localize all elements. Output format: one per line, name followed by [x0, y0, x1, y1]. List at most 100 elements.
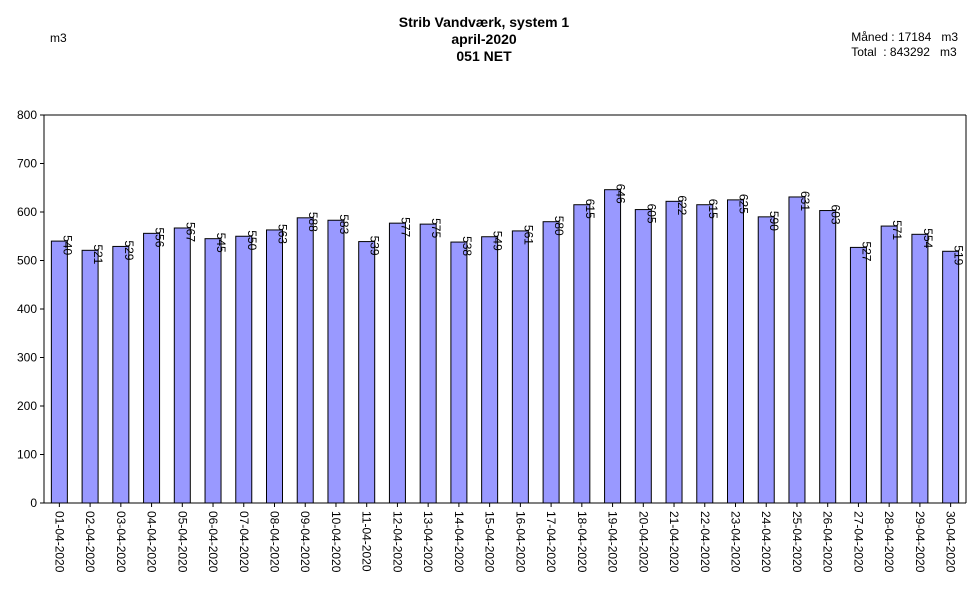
data-label: 540	[60, 235, 74, 255]
bar	[511, 230, 529, 504]
data-label: 605	[644, 204, 658, 224]
x-tick-label: 25-04-2020	[790, 511, 804, 573]
data-label: 563	[276, 224, 290, 244]
x-tick-label: 07-04-2020	[237, 511, 251, 573]
x-tick-label: 11-04-2020	[360, 511, 374, 572]
x-tick-label: 20-04-2020	[636, 511, 650, 573]
total-unit: m3	[939, 45, 957, 59]
data-label: 583	[337, 214, 351, 234]
total-label: Total	[851, 45, 877, 59]
title-line-2: april-2020	[451, 31, 517, 47]
bar	[358, 241, 376, 504]
bar	[327, 219, 345, 504]
y-tick-label: 300	[17, 351, 37, 365]
bar	[204, 238, 222, 504]
x-tick-label: 24-04-2020	[759, 511, 773, 573]
x-tick-label: 17-04-2020	[544, 511, 558, 573]
bar	[173, 227, 191, 504]
data-label: 615	[706, 199, 720, 219]
y-tick-label: 800	[17, 108, 37, 122]
x-tick-label: 26-04-2020	[821, 511, 835, 573]
bar	[81, 249, 99, 504]
x-tick-label: 22-04-2020	[698, 511, 712, 573]
data-label: 575	[429, 218, 443, 238]
title-line-3: 051 NET	[456, 48, 512, 64]
data-label: 538	[460, 236, 474, 256]
x-tick-label: 06-04-2020	[206, 511, 220, 573]
data-label: 539	[368, 236, 382, 256]
data-label: 590	[767, 211, 781, 231]
data-label: 631	[798, 191, 812, 211]
x-tick-label: 04-04-2020	[145, 511, 159, 573]
bar	[880, 225, 898, 504]
x-tick-label: 12-04-2020	[390, 511, 404, 573]
x-tick-label: 28-04-2020	[882, 511, 896, 573]
bar	[634, 209, 652, 504]
x-tick-label: 18-04-2020	[575, 511, 589, 573]
data-label: 545	[214, 233, 228, 253]
data-label: 554	[921, 228, 935, 248]
data-label: 577	[398, 217, 412, 237]
x-tick-label: 01-04-2020	[52, 511, 66, 573]
total-row: Total : 843292 m3	[851, 45, 957, 59]
bar	[665, 200, 683, 504]
x-tick-label: 10-04-2020	[329, 511, 343, 573]
data-label: 556	[153, 227, 167, 247]
y-tick-label: 400	[17, 302, 37, 316]
bar	[942, 250, 960, 504]
x-tick-label: 09-04-2020	[298, 511, 312, 573]
month-unit: m3	[941, 30, 958, 44]
title-line-1: Strib Vandværk, system 1	[398, 14, 570, 30]
month-label: Måned	[851, 30, 888, 44]
total-value: 843292	[889, 45, 930, 59]
bar	[296, 217, 314, 504]
bar	[450, 241, 468, 504]
data-label: 603	[829, 205, 843, 225]
data-label: 588	[306, 212, 320, 232]
bar	[849, 246, 867, 504]
x-tick-label: 21-04-2020	[667, 511, 681, 573]
data-label: 521	[91, 244, 105, 264]
x-tick-label: 05-04-2020	[175, 511, 189, 573]
chart-title: Strib Vandværk, system 1 april-2020 051 …	[0, 14, 968, 65]
bar	[696, 204, 714, 504]
bar	[419, 223, 437, 504]
bar	[757, 216, 775, 504]
x-tick-label: 19-04-2020	[606, 511, 620, 573]
y-tick-label: 200	[17, 399, 37, 413]
bar	[50, 240, 68, 504]
x-tick-label: 29-04-2020	[913, 511, 927, 573]
data-label: 550	[245, 230, 259, 250]
x-tick-label: 23-04-2020	[729, 511, 743, 573]
bar	[542, 221, 560, 504]
data-label: 561	[521, 225, 535, 245]
data-label: 519	[952, 245, 966, 265]
bar	[112, 245, 130, 504]
x-tick-label: 30-04-2020	[944, 511, 958, 573]
bar	[788, 196, 806, 504]
data-label: 571	[890, 220, 904, 240]
data-label: 529	[122, 240, 136, 260]
x-tick-label: 14-04-2020	[452, 511, 466, 573]
data-label: 615	[583, 199, 597, 219]
x-tick-label: 27-04-2020	[851, 511, 865, 573]
data-label: 567	[183, 222, 197, 242]
x-tick-label: 13-04-2020	[421, 511, 435, 573]
data-label: 622	[675, 195, 689, 215]
bar	[573, 204, 591, 504]
bar	[604, 189, 622, 504]
bar	[388, 222, 406, 504]
x-tick-label: 03-04-2020	[114, 511, 128, 573]
bar	[911, 233, 929, 504]
data-label: 646	[614, 184, 628, 204]
month-value: 17184	[897, 30, 932, 44]
x-tick-label: 02-04-2020	[83, 511, 97, 573]
x-tick-label: 08-04-2020	[268, 511, 282, 573]
x-tick-label: 16-04-2020	[513, 511, 527, 573]
y-tick-label: 700	[17, 157, 37, 171]
y-tick-label: 500	[17, 254, 37, 268]
bar	[481, 236, 499, 504]
bar	[819, 210, 837, 504]
y-tick-label: 100	[17, 448, 37, 462]
